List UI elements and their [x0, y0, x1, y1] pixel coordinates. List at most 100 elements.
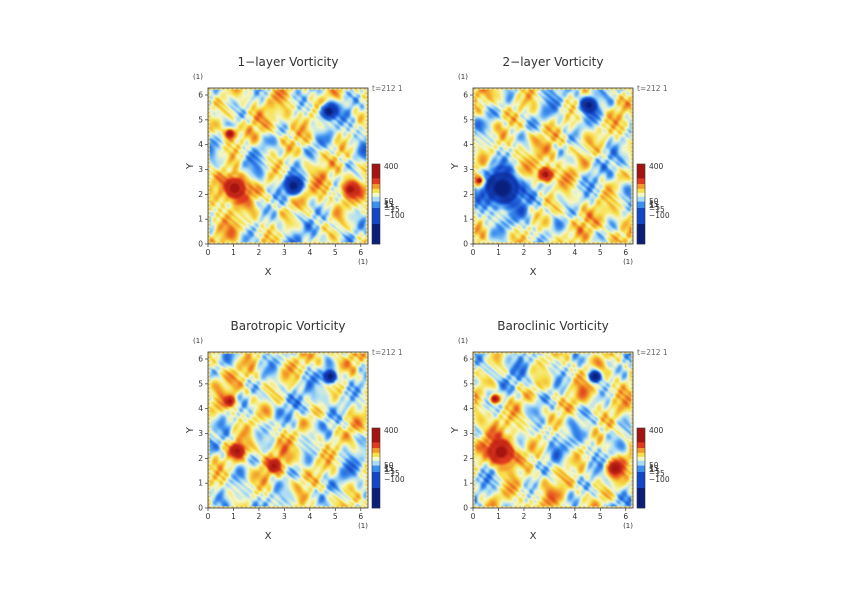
x-tick-label: 3 — [282, 248, 287, 257]
colorbar-frame — [371, 163, 381, 245]
y-tick-label: 4 — [463, 404, 468, 413]
y-tick-label: 5 — [198, 379, 203, 388]
colorbar-band — [372, 428, 380, 443]
vorticity-heatmap — [208, 88, 368, 244]
y-tick-label: 1 — [463, 215, 468, 224]
colorbar-label: 5 — [384, 201, 389, 210]
colorbar-band — [372, 456, 380, 462]
y-unit-label: (1) — [458, 73, 468, 81]
colorbar-band — [372, 201, 380, 209]
colorbar-band — [637, 448, 645, 454]
y-tick-label: 0 — [198, 240, 203, 249]
colorbar-label: 15 — [649, 200, 659, 209]
x-tick-label: 4 — [307, 248, 312, 257]
y-tick-label: 3 — [198, 165, 203, 174]
x-tick-label: 4 — [572, 248, 577, 257]
colorbar-band — [372, 178, 380, 185]
colorbar-label: 15 — [384, 464, 394, 473]
colorbar-label: −15 — [384, 205, 400, 214]
colorbar-label: 50 — [649, 461, 659, 470]
x-tick-label: 1 — [496, 248, 501, 257]
colorbar-band — [372, 164, 380, 179]
vortex-core-1 — [234, 448, 240, 454]
x-tick-label: 6 — [358, 248, 363, 257]
x-unit-label: (1) — [623, 258, 633, 266]
colorbar-label: −100 — [384, 211, 405, 220]
plot-frame — [472, 87, 634, 245]
panel-1: 1−layer Vorticity (1) (1) t=212 1 0 1 2 3 4 5 6 0 1 2… — [185, 55, 405, 278]
vortex-core-1 — [477, 178, 482, 183]
x-tick-label: 3 — [282, 512, 287, 521]
y-tick-label: 2 — [463, 190, 468, 199]
vortex-core-5 — [347, 186, 354, 193]
chart-title: 2−layer Vorticity — [503, 55, 604, 69]
colorbar-label: 50 — [384, 461, 394, 470]
colorbar-band — [637, 178, 645, 185]
colorbar-label: 400 — [649, 162, 664, 171]
vortex-core-2 — [227, 131, 232, 136]
vortex-core-2 — [227, 399, 232, 404]
x-tick-label: 3 — [547, 512, 552, 521]
colorbar-label: −5 — [649, 203, 660, 212]
colorbar-label: −100 — [649, 475, 670, 484]
colorbar-label: −15 — [649, 205, 665, 214]
vortex-core-3 — [492, 396, 497, 401]
x-axis-label: X — [265, 267, 272, 278]
x-unit-label: (1) — [358, 258, 368, 266]
x-tick-label: 5 — [598, 248, 603, 257]
y-tick-label: 5 — [463, 379, 468, 388]
colorbar-label: 50 — [649, 197, 659, 206]
colorbar-band — [637, 442, 645, 449]
x-unit-label: (1) — [358, 522, 368, 530]
colorbar-band — [372, 442, 380, 449]
x-tick-label: 1 — [496, 512, 501, 521]
time-label: t=212 1 — [372, 348, 403, 357]
y-tick-label: 4 — [198, 140, 203, 149]
x-tick-label: 3 — [547, 248, 552, 257]
colorbar-frame — [636, 427, 646, 509]
y-axis-label: Y — [185, 426, 196, 434]
chart-title: Barotropic Vorticity — [230, 319, 345, 333]
y-tick-label: 4 — [198, 404, 203, 413]
colorbar-label: −100 — [384, 475, 405, 484]
vorticity-heatmap — [473, 88, 633, 244]
chart-title: Baroclinic Vorticity — [497, 319, 609, 333]
x-tick-label: 0 — [206, 248, 211, 257]
y-axis-label: Y — [450, 162, 461, 170]
y-tick-label: 6 — [198, 91, 203, 100]
colorbar-label: −5 — [384, 203, 395, 212]
x-tick-label: 5 — [333, 248, 338, 257]
y-tick-label: 3 — [198, 429, 203, 438]
y-tick-label: 5 — [463, 115, 468, 124]
colorbar-band — [372, 488, 380, 509]
panel-2: 2−layer Vorticity (1) (1) t=212 1 0 1 2 3 4 5 6 0 1 2… — [450, 55, 670, 278]
x-tick-label: 1 — [231, 248, 236, 257]
colorbar-band — [637, 208, 645, 225]
x-tick-label: 0 — [471, 512, 476, 521]
colorbar-frame — [636, 163, 646, 245]
x-tick-label: 6 — [358, 512, 363, 521]
x-tick-label: 0 — [471, 248, 476, 257]
y-unit-label: (1) — [193, 337, 203, 345]
y-tick-label: 0 — [463, 240, 468, 249]
colorbar-band — [637, 188, 645, 194]
x-tick-label: 6 — [623, 248, 628, 257]
vorticity-heatmap — [208, 352, 368, 508]
x-tick-label: 0 — [206, 512, 211, 521]
x-tick-label: 6 — [623, 512, 628, 521]
colorbar-band — [637, 472, 645, 489]
time-label: t=212 1 — [372, 84, 403, 93]
colorbar-label: −15 — [649, 469, 665, 478]
vortex-core-1 — [496, 447, 506, 458]
colorbar-band — [372, 452, 380, 458]
vortex-core-3 — [326, 108, 332, 115]
plot-frame — [472, 351, 634, 509]
colorbar-label: 5 — [384, 465, 389, 474]
colorbar-band — [372, 188, 380, 194]
x-axis-label: X — [265, 531, 272, 542]
y-tick-label: 6 — [198, 355, 203, 364]
vortex-core-4 — [290, 182, 297, 189]
